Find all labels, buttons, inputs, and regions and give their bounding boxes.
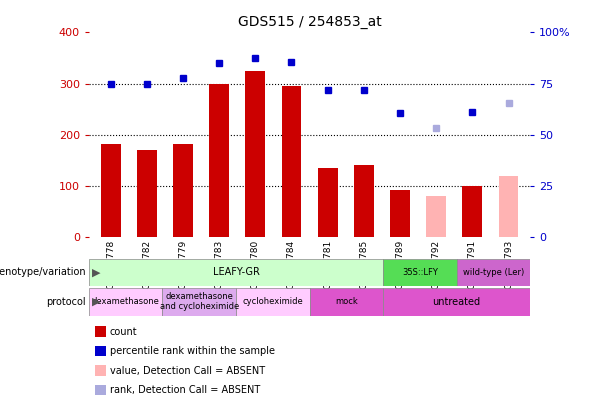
Bar bbox=[457, 259, 530, 286]
Text: genotype/variation: genotype/variation bbox=[0, 267, 86, 277]
Text: mock: mock bbox=[335, 297, 358, 306]
Bar bbox=[383, 259, 457, 286]
Text: ▶: ▶ bbox=[92, 297, 101, 307]
Bar bbox=[383, 288, 530, 316]
Text: percentile rank within the sample: percentile rank within the sample bbox=[110, 346, 275, 356]
Text: 35S::LFY: 35S::LFY bbox=[402, 268, 438, 277]
Bar bbox=[89, 259, 383, 286]
Bar bbox=[89, 288, 162, 316]
Bar bbox=[137, 150, 157, 237]
Text: untreated: untreated bbox=[433, 297, 481, 307]
Bar bbox=[281, 86, 302, 237]
Bar bbox=[354, 165, 374, 237]
Bar bbox=[101, 144, 121, 237]
Text: value, Detection Call = ABSENT: value, Detection Call = ABSENT bbox=[110, 366, 265, 375]
Bar bbox=[245, 71, 265, 237]
Text: cycloheximide: cycloheximide bbox=[242, 297, 303, 306]
Text: LEAFY-GR: LEAFY-GR bbox=[213, 267, 259, 277]
Text: rank, Detection Call = ABSENT: rank, Detection Call = ABSENT bbox=[110, 385, 260, 395]
Text: count: count bbox=[110, 327, 137, 337]
Bar bbox=[426, 196, 446, 237]
Text: wild-type (Ler): wild-type (Ler) bbox=[463, 268, 524, 277]
Title: GDS515 / 254853_at: GDS515 / 254853_at bbox=[238, 15, 381, 29]
Bar bbox=[462, 186, 482, 237]
Text: dexamethasone
and cycloheximide: dexamethasone and cycloheximide bbox=[159, 292, 239, 311]
Bar bbox=[236, 288, 310, 316]
Bar bbox=[162, 288, 236, 316]
Bar bbox=[390, 190, 410, 237]
Bar bbox=[498, 176, 519, 237]
Text: ▶: ▶ bbox=[92, 267, 101, 277]
Bar bbox=[318, 168, 338, 237]
Bar bbox=[310, 288, 383, 316]
Bar bbox=[173, 144, 193, 237]
Bar bbox=[209, 83, 229, 237]
Text: protocol: protocol bbox=[46, 297, 86, 307]
Text: dexamethasone: dexamethasone bbox=[92, 297, 159, 306]
